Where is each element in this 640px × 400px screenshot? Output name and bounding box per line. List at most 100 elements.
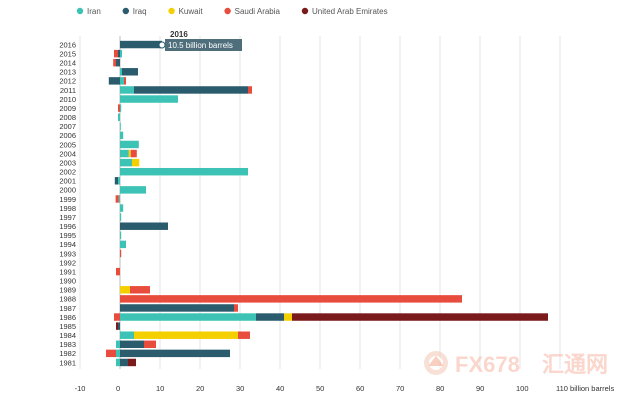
bar-united-arab-emirates[interactable] — [128, 358, 136, 367]
y-tick-label: 2001 — [59, 177, 76, 186]
bar-united-arab-emirates[interactable] — [292, 313, 548, 321]
y-tick-label: 2016 — [59, 40, 76, 49]
bar-saudi-arabia[interactable] — [114, 313, 120, 321]
bar-saudi-arabia[interactable] — [114, 49, 118, 58]
bar-iran[interactable] — [120, 231, 122, 240]
y-tick-label: 2010 — [59, 95, 76, 104]
bar-iran[interactable] — [120, 313, 256, 321]
legend-item-label[interactable]: Saudi Arabia — [235, 7, 281, 16]
legend-marker-icon — [224, 7, 231, 15]
bar-saudi-arabia[interactable] — [130, 286, 150, 294]
bar-iraq[interactable] — [122, 68, 138, 76]
bar-saudi-arabia[interactable] — [124, 77, 126, 85]
tooltip-box — [165, 39, 242, 51]
bar-saudi-arabia[interactable] — [234, 304, 238, 312]
legend-item-label[interactable]: Iraq — [133, 7, 147, 16]
legend-item-label[interactable]: United Arab Emirates — [312, 7, 388, 16]
bar-saudi-arabia[interactable] — [120, 295, 462, 303]
y-tick-label: 2012 — [59, 77, 76, 86]
bar-iran[interactable] — [116, 340, 120, 349]
bar-saudi-arabia[interactable] — [115, 195, 119, 203]
bar-kuwait[interactable] — [128, 149, 131, 158]
y-tick-label: 2007 — [59, 122, 76, 131]
bar-iran[interactable] — [120, 95, 178, 103]
bar-iran[interactable] — [120, 213, 122, 221]
watermark: FX678 汇通网 — [424, 351, 608, 377]
bar-iran[interactable] — [120, 149, 129, 158]
bar-united-arab-emirates[interactable] — [116, 322, 118, 330]
bar-saudi-arabia[interactable] — [106, 349, 116, 358]
y-tick-label: 1981 — [59, 358, 76, 367]
bar-iran[interactable] — [120, 49, 122, 58]
y-tick-label: 1988 — [59, 295, 76, 304]
bar-iran[interactable] — [120, 204, 124, 212]
bar-iran[interactable] — [120, 77, 124, 85]
bar-iraq[interactable] — [118, 322, 120, 330]
legend: Iran Iraq Kuwait Saudi Arabia United Arab Em… — [76, 7, 388, 16]
y-tick-label: 1992 — [59, 258, 76, 267]
y-tick-label: 1994 — [59, 240, 76, 249]
bar-kuwait[interactable] — [132, 158, 140, 167]
tooltip-title: 2016 — [170, 30, 188, 39]
bar-iran[interactable] — [120, 122, 121, 131]
bar-saudi-arabia[interactable] — [120, 249, 122, 258]
x-tick-label: 110 billion barrels — [556, 384, 614, 393]
bar-iran[interactable] — [120, 186, 146, 194]
bar-iran[interactable] — [120, 131, 124, 140]
y-tick-label: 2015 — [59, 49, 76, 58]
x-tick-label: 30 — [236, 384, 244, 393]
bar-kuwait[interactable] — [120, 286, 130, 294]
bar-iran[interactable] — [120, 104, 122, 112]
legend-marker-icon — [301, 7, 309, 15]
bar-saudi-arabia[interactable] — [113, 58, 116, 67]
bar-iran[interactable] — [120, 158, 132, 167]
bar-saudi-arabia[interactable] — [118, 104, 120, 112]
bar-iraq[interactable] — [108, 77, 120, 85]
bar-saudi-arabia[interactable] — [144, 340, 156, 349]
bar-iran[interactable] — [120, 167, 248, 176]
y-tick-label: 1985 — [59, 322, 76, 331]
bar-saudi-arabia[interactable] — [248, 86, 252, 94]
bar-iran[interactable] — [116, 358, 120, 367]
bar-iran[interactable] — [118, 177, 120, 185]
bar-kuwait[interactable] — [134, 331, 238, 339]
bar-iraq[interactable] — [116, 58, 120, 67]
bar-iran[interactable] — [120, 331, 134, 339]
bar-saudi-arabia[interactable] — [238, 331, 250, 339]
y-tick-label: 1995 — [59, 231, 76, 240]
bar-iran[interactable] — [118, 113, 120, 121]
bar-iraq[interactable] — [120, 358, 128, 367]
bar-saudi-arabia[interactable] — [116, 267, 120, 276]
bar-iran[interactable] — [120, 86, 134, 94]
legend-item-label[interactable]: Kuwait — [179, 7, 204, 16]
legend-item-label[interactable]: Iran — [87, 7, 101, 16]
y-tick-label: 1996 — [59, 222, 76, 231]
bar-iraq[interactable] — [134, 86, 248, 94]
bar-iraq[interactable] — [114, 177, 118, 185]
bar-iran[interactable] — [118, 195, 120, 203]
bar-iran[interactable] — [116, 349, 120, 358]
bar-iran[interactable] — [120, 240, 126, 249]
bars — [106, 40, 548, 367]
bar-iraq[interactable] — [120, 222, 168, 230]
bar-kuwait[interactable] — [284, 313, 292, 321]
x-tick-label: 60 — [356, 384, 364, 393]
bar-iraq[interactable] — [118, 49, 120, 58]
y-tick-label: 2014 — [59, 59, 76, 68]
y-tick-label: 1982 — [59, 349, 76, 358]
y-tick-label: 1993 — [59, 249, 76, 258]
bar-iraq[interactable] — [256, 313, 284, 321]
bar-iran[interactable] — [120, 68, 122, 76]
y-tick-label: 1991 — [59, 267, 76, 276]
y-tick-label: 2003 — [59, 158, 76, 167]
bar-iraq[interactable] — [120, 40, 162, 49]
bar-iraq[interactable] — [120, 340, 144, 349]
bar-saudi-arabia[interactable] — [130, 149, 137, 158]
y-tick-label: 1987 — [59, 304, 76, 313]
bar-iraq[interactable] — [120, 304, 234, 312]
y-tick-label: 1986 — [59, 313, 76, 322]
y-tick-label: 1983 — [59, 340, 76, 349]
bar-iraq[interactable] — [120, 349, 230, 358]
bar-iran[interactable] — [120, 140, 139, 149]
